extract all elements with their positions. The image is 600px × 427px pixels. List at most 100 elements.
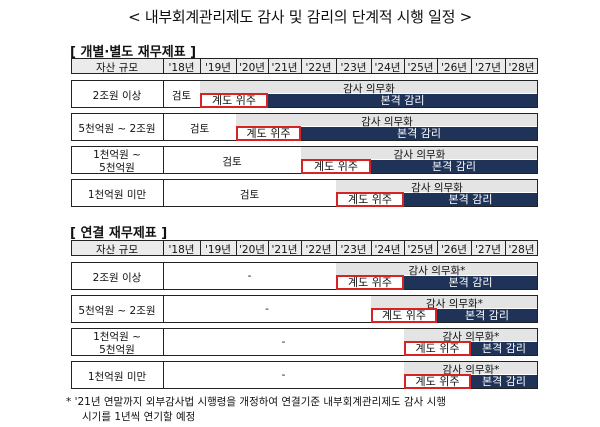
header-asset-size: 자산 규모 [96, 244, 138, 256]
asset-size-label: 5천억원 [99, 344, 135, 356]
audit-mandatory-label: 감사 의무화 [343, 83, 395, 95]
full-inspection-bar: 본격 감리 [404, 276, 537, 289]
header-year: '23년 [340, 62, 367, 74]
full-inspection-bar: 본격 감리 [268, 94, 537, 107]
header-year: '26년 [441, 244, 467, 256]
header-divider [336, 240, 337, 256]
asset-size-label: 2조원 이상 [92, 272, 142, 284]
asset-size-label: 5천억원 [99, 162, 135, 174]
audit-mandatory-band [200, 81, 537, 93]
row-divider [163, 262, 164, 290]
header-divider [471, 240, 472, 256]
asset-size-label: 5천억원 ~ 2조원 [78, 123, 156, 135]
header-divider [163, 58, 164, 74]
audit-mandatory-label: 감사 의무화* [426, 298, 483, 310]
guidance-phase-box: 계도 위주 [336, 275, 404, 290]
guidance-phase-box: 계도 위주 [200, 93, 268, 108]
full-inspection-bar: 본격 감리 [371, 160, 537, 173]
full-inspection-bar: 본격 감리 [437, 309, 537, 322]
review-label: 검토 [189, 123, 210, 135]
header-divider [404, 240, 405, 256]
header-divider [236, 240, 237, 256]
guidance-phase-box: 계도 위주 [404, 374, 471, 389]
header-divider [336, 58, 337, 74]
header-year: '21년 [271, 62, 298, 74]
asset-size-label: 1천억원 미만 [87, 189, 147, 201]
row-divider [163, 146, 164, 174]
review-label: - [281, 336, 286, 348]
table-row [71, 328, 538, 356]
header-year: '22년 [305, 244, 332, 256]
table-row [71, 80, 538, 108]
row-divider [163, 179, 164, 207]
audit-mandatory-band [336, 180, 537, 192]
table-header-row [71, 58, 538, 74]
footnote-line-1: * '21년 연말까지 외부감사법 시행령을 개정하여 연결기준 내부회계관리제… [66, 396, 446, 408]
audit-mandatory-band [404, 329, 537, 341]
header-divider [268, 240, 269, 256]
header-year: '27년 [475, 62, 501, 74]
asset-size-label: 5천억원 ~ 2조원 [78, 305, 156, 317]
header-divider [471, 58, 472, 74]
header-asset-size: 자산 규모 [96, 62, 138, 74]
table-row [71, 113, 538, 141]
header-year: '18년 [168, 244, 195, 256]
header-divider [437, 58, 438, 74]
row-divider [163, 361, 164, 389]
header-divider [200, 58, 201, 74]
review-label: - [247, 270, 252, 282]
section-heading-consolidated: [ 연결 재무제표 ] [70, 226, 168, 241]
table-row [71, 179, 538, 207]
header-year: '23년 [340, 244, 367, 256]
header-year: '24년 [374, 62, 401, 74]
review-label: 검토 [171, 90, 192, 102]
header-divider [371, 58, 372, 74]
row-divider [163, 113, 164, 141]
footnote-line-2: 시기를 1년씩 연기할 예정 [82, 411, 196, 423]
table-header-row [71, 240, 538, 256]
table-row [71, 295, 538, 323]
header-divider [371, 240, 372, 256]
header-year: '26년 [441, 62, 467, 74]
guidance-phase-box: 계도 위주 [336, 192, 404, 207]
header-year: '20년 [239, 244, 265, 256]
audit-mandatory-label: 감사 의무화* [442, 364, 500, 376]
header-year: '22년 [305, 62, 332, 74]
audit-mandatory-band [404, 362, 537, 374]
full-inspection-bar: 본격 감리 [404, 193, 537, 206]
header-year: '19년 [205, 244, 231, 256]
asset-size-label: 1천억원 ~ [93, 331, 141, 343]
header-year: '27년 [475, 244, 501, 256]
review-label: 검토 [239, 189, 260, 201]
audit-mandatory-label: 감사 의무화 [411, 182, 463, 194]
row-divider [163, 295, 164, 323]
table-row [71, 361, 538, 389]
header-year: '25년 [407, 62, 434, 74]
header-year: '18년 [168, 62, 195, 74]
section-heading-separate: [ 개별·별도 재무제표 ] [70, 45, 197, 60]
guidance-phase-box: 계도 위주 [236, 126, 301, 141]
header-divider [268, 58, 269, 74]
header-divider [404, 58, 405, 74]
asset-size-label: 2조원 이상 [92, 90, 142, 102]
page-title: < 내부회계관리제도 감사 및 감리의 단계적 시행 일정 > [128, 8, 472, 26]
header-year: '20년 [239, 62, 265, 74]
header-year: '28년 [508, 62, 535, 74]
audit-mandatory-label: 감사 의무화* [408, 265, 466, 277]
audit-mandatory-band [301, 147, 537, 159]
review-label: - [265, 303, 269, 315]
row-divider [163, 80, 164, 108]
audit-mandatory-label: 감사 의무화 [393, 149, 446, 161]
full-inspection-bar: 본격 감리 [471, 342, 537, 355]
header-divider [505, 58, 506, 74]
full-inspection-bar: 본격 감리 [301, 127, 537, 140]
full-inspection-bar: 본격 감리 [471, 375, 537, 388]
guidance-phase-box: 계도 위주 [404, 341, 471, 356]
header-year: '28년 [508, 244, 535, 256]
header-year: '21년 [271, 244, 298, 256]
audit-mandatory-label: 감사 의무화 [361, 116, 413, 128]
asset-size-label: 1천억원 ~ [93, 149, 141, 161]
review-label: 검토 [222, 156, 242, 168]
audit-mandatory-band [371, 296, 537, 308]
review-label: - [281, 369, 286, 381]
